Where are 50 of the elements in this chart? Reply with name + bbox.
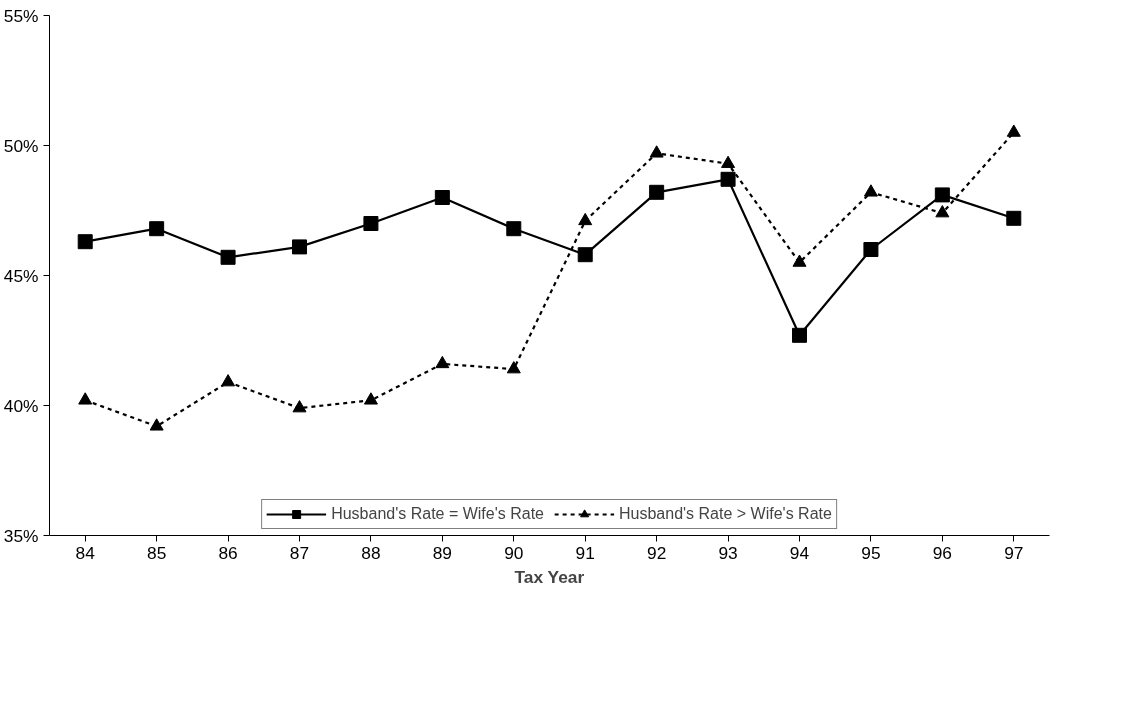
x-tick-label: 91 bbox=[575, 542, 595, 563]
point bbox=[578, 212, 593, 226]
point bbox=[577, 247, 593, 263]
legend-label: Husband's Rate = Wife's Rate bbox=[331, 505, 544, 523]
point bbox=[435, 355, 450, 369]
point bbox=[292, 400, 307, 413]
point bbox=[363, 216, 379, 231]
point bbox=[1006, 210, 1022, 226]
legend-label: Husband's Rate > Wife's Rate bbox=[619, 505, 832, 523]
point bbox=[649, 184, 665, 200]
point bbox=[934, 187, 950, 203]
point bbox=[863, 242, 879, 257]
point bbox=[935, 205, 950, 218]
x-tick-label: 95 bbox=[861, 542, 881, 563]
point bbox=[220, 249, 236, 265]
point bbox=[221, 374, 236, 387]
point bbox=[506, 361, 521, 374]
x-tick-label: 94 bbox=[789, 542, 810, 563]
x-tick-label: 84 bbox=[75, 542, 96, 563]
x-tick-label: 96 bbox=[932, 542, 952, 563]
point bbox=[77, 234, 93, 250]
point bbox=[720, 171, 736, 187]
point bbox=[292, 239, 307, 255]
x-tick-label: 85 bbox=[147, 542, 167, 563]
point bbox=[863, 184, 878, 197]
point bbox=[792, 254, 807, 267]
y-tick-label: 55% bbox=[3, 5, 39, 26]
x-tick-label: 93 bbox=[718, 542, 738, 563]
point bbox=[1006, 124, 1021, 137]
x-tick-label: 87 bbox=[289, 542, 310, 563]
point bbox=[792, 327, 807, 343]
x-tick-label: 92 bbox=[647, 542, 667, 563]
y-tick-label: 35% bbox=[3, 525, 39, 546]
point bbox=[149, 418, 164, 431]
y-tick-label: 50% bbox=[3, 135, 39, 156]
point bbox=[363, 392, 378, 405]
y-tick-label: 40% bbox=[3, 395, 39, 416]
x-tick-label: 97 bbox=[1004, 542, 1024, 563]
y-tick-label: 45% bbox=[3, 265, 39, 286]
point bbox=[721, 155, 736, 168]
point bbox=[506, 221, 522, 237]
point bbox=[434, 190, 450, 205]
x-tick-label: 89 bbox=[432, 542, 452, 563]
x-axis-title: Tax Year bbox=[514, 566, 585, 587]
point bbox=[649, 145, 664, 158]
point bbox=[78, 392, 93, 405]
x-tick-label: 90 bbox=[504, 542, 524, 563]
x-tick-label: 88 bbox=[361, 542, 381, 563]
point bbox=[149, 221, 165, 237]
x-tick-label: 86 bbox=[218, 542, 238, 563]
